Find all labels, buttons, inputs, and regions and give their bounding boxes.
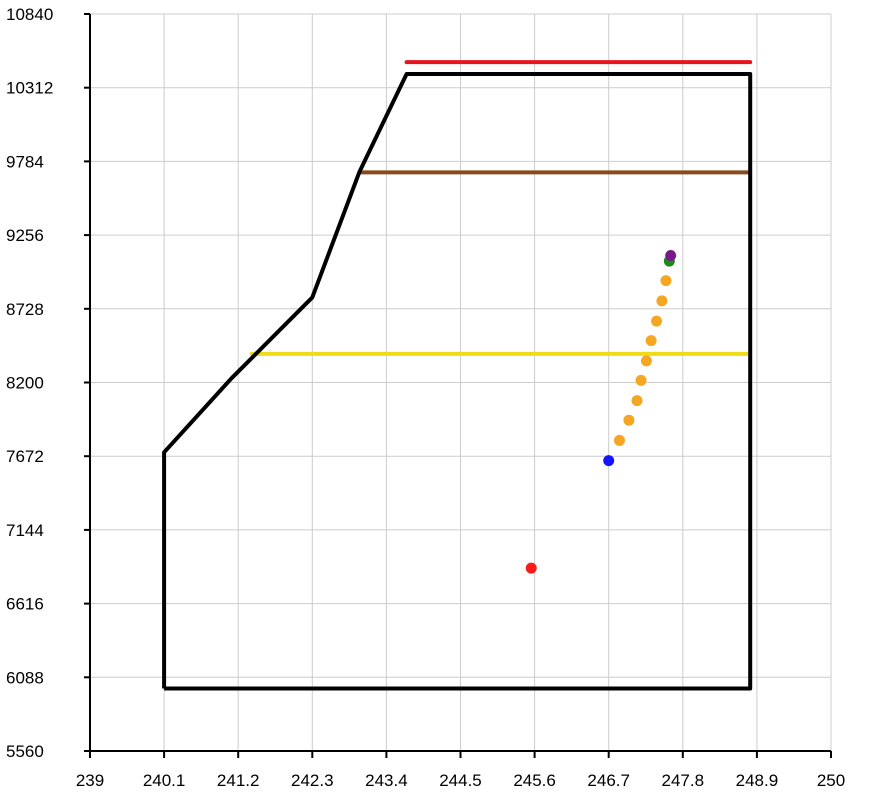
data-point bbox=[645, 335, 657, 347]
y-tick-label: 6616 bbox=[6, 595, 44, 614]
y-tick-label: 10312 bbox=[6, 79, 53, 98]
y-tick-label: 6088 bbox=[6, 668, 44, 687]
data-point bbox=[623, 414, 635, 426]
x-tick-label: 240.1 bbox=[143, 771, 186, 790]
data-point bbox=[640, 355, 652, 367]
data-point bbox=[635, 374, 647, 386]
data-point bbox=[656, 295, 668, 307]
grid bbox=[89, 13, 832, 752]
data-point bbox=[651, 315, 663, 327]
y-tick-label: 10840 bbox=[6, 5, 53, 24]
x-tick-label: 239 bbox=[76, 771, 104, 790]
y-tick-label: 5560 bbox=[6, 742, 44, 761]
x-tick-label: 242.3 bbox=[291, 771, 334, 790]
x-tick-label: 241.2 bbox=[217, 771, 260, 790]
data-point bbox=[613, 434, 625, 446]
data-point bbox=[525, 562, 537, 574]
x-tick-label: 246.7 bbox=[587, 771, 630, 790]
y-tick-label: 8728 bbox=[6, 300, 44, 319]
level-lines bbox=[249, 60, 753, 356]
x-tick-label: 247.8 bbox=[662, 771, 705, 790]
y-tick-label: 7144 bbox=[6, 521, 44, 540]
y-tick-label: 9784 bbox=[6, 152, 44, 171]
data-points bbox=[525, 249, 677, 574]
data-point bbox=[660, 275, 672, 287]
axes bbox=[84, 13, 832, 758]
y-tick-label: 9256 bbox=[6, 226, 44, 245]
y-tick-label: 8200 bbox=[6, 374, 44, 393]
x-tick-label: 244.5 bbox=[439, 771, 482, 790]
data-point bbox=[665, 249, 677, 261]
x-tick-label: 248.9 bbox=[736, 771, 779, 790]
x-tick-label: 243.4 bbox=[365, 771, 408, 790]
y-tick-labels: 5560 6088 6616 7144 7672 8200 8728 9256 9784 1031… bbox=[6, 5, 53, 761]
x-tick-label: 250 bbox=[817, 771, 845, 790]
y-tick-label: 7672 bbox=[6, 447, 44, 466]
x-tick-label: 245.6 bbox=[513, 771, 556, 790]
data-point bbox=[603, 455, 615, 467]
data-point bbox=[631, 395, 643, 407]
outline-polyline bbox=[162, 72, 753, 691]
x-tick-labels: 239 240.1 241.2 242.3 243.4 244.5 245.6 246.7 24… bbox=[76, 771, 845, 790]
